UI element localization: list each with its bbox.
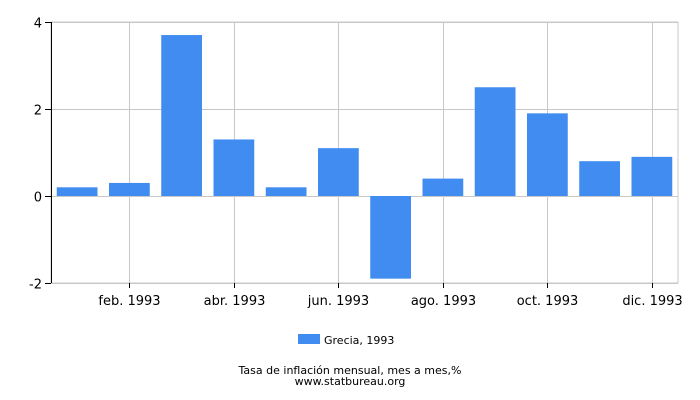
- x-tick-label: dic. 1993: [622, 294, 682, 309]
- bar-mar-1993: [161, 35, 203, 196]
- axes: [45, 22, 653, 288]
- legend-label: Grecia, 1993: [324, 334, 394, 347]
- bar-sep-1993: [474, 87, 516, 196]
- bar-nov-1993: [579, 161, 621, 196]
- bar-ago-1993: [422, 178, 464, 196]
- bar-abr-1993: [213, 139, 255, 196]
- bar-feb-1993: [109, 182, 150, 196]
- y-tick-labels: -2 0 2 4: [29, 17, 42, 293]
- x-tick-labels: feb. 1993 abr. 1993 jun. 1993 ago. 1993 oct.…: [98, 294, 682, 309]
- source-url: www.statbureau.org: [294, 375, 406, 388]
- bars: [56, 35, 673, 279]
- legend-swatch: [298, 334, 320, 344]
- x-tick-label: feb. 1993: [98, 294, 160, 309]
- plot-frame: [50, 21, 679, 284]
- x-tick-label: oct. 1993: [517, 294, 579, 309]
- bar-jun-1993: [318, 148, 359, 196]
- y-tick-label: 2: [34, 104, 42, 119]
- x-tick-label: abr. 1993: [204, 294, 266, 309]
- grid-lines: [50, 21, 679, 284]
- x-tick-label: ago. 1993: [411, 294, 476, 309]
- x-tick-label: jun. 1993: [307, 294, 369, 309]
- bar-dic-1993: [631, 156, 673, 196]
- bar-may-1993: [265, 187, 307, 196]
- bar-ene-1993: [56, 187, 98, 196]
- bar-oct-1993: [527, 113, 568, 196]
- y-tick-label: -2: [29, 278, 42, 293]
- bar-jul-1993: [370, 196, 412, 279]
- y-tick-label: 0: [34, 191, 42, 206]
- legend: Grecia, 1993: [298, 334, 394, 347]
- y-tick-label: 4: [34, 17, 42, 32]
- chart-caption: Tasa de inflación mensual, mes a mes,%: [238, 364, 462, 377]
